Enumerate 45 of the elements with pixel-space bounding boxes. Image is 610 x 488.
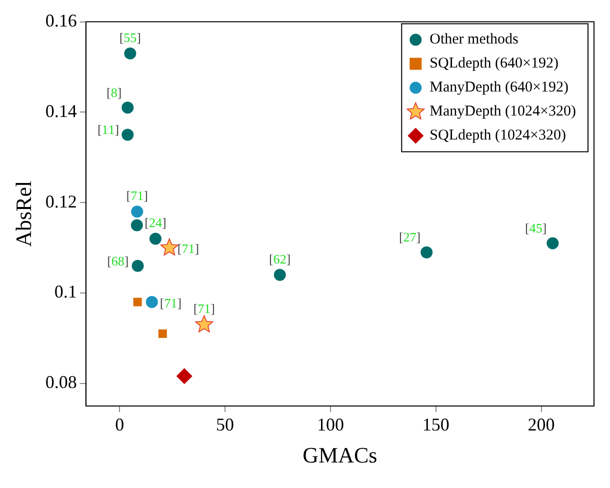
annotation: [8] <box>106 85 122 100</box>
annotation: [71] <box>177 241 200 256</box>
annotation: [55] <box>119 30 142 45</box>
point <box>160 238 178 256</box>
point <box>122 128 134 141</box>
x-axis-title: GMACs <box>302 442 378 468</box>
x-tick-label: 0 <box>115 414 124 435</box>
point <box>546 237 559 250</box>
point <box>274 268 286 281</box>
legend-label: SQLdepth (1024×320) <box>430 128 566 144</box>
point <box>122 102 134 114</box>
x-tick-label: 50 <box>216 414 234 435</box>
annotation: [27] <box>398 230 421 245</box>
y-tick-label: 0.16 <box>45 10 77 31</box>
x-tick-label: 150 <box>422 414 450 435</box>
y-tick-label: 0.08 <box>45 372 77 392</box>
point <box>158 329 167 338</box>
x-tick-label: 200 <box>528 414 555 435</box>
legend-label: Other methods <box>430 32 519 48</box>
point <box>195 315 214 332</box>
annotation: [68] <box>107 253 129 268</box>
point <box>132 260 144 272</box>
point <box>176 368 192 384</box>
point <box>149 232 162 245</box>
point <box>131 206 144 218</box>
y-tick-label: 0.1 <box>54 282 77 302</box>
annotation: [11] <box>97 122 120 138</box>
annotation: [62] <box>269 251 291 266</box>
annotation: [71] <box>160 295 182 310</box>
y-axis-title: AbsRel <box>10 180 36 247</box>
x-tick-label: 100 <box>316 414 344 435</box>
annotation: [45] <box>525 220 547 236</box>
legend-label: SQLdepth (640×192) <box>430 56 559 72</box>
point <box>124 47 136 60</box>
point <box>146 296 158 308</box>
point <box>133 298 142 306</box>
annotation: [71] <box>193 301 216 316</box>
legend-label: ManyDepth (640×192) <box>430 80 569 96</box>
annotation: [71] <box>126 188 148 204</box>
y-tick-label: 0.14 <box>45 100 77 121</box>
annotation: [24] <box>144 215 166 230</box>
point <box>420 246 433 258</box>
point <box>130 219 143 232</box>
y-tick-label: 0.12 <box>45 191 77 212</box>
legend-label: ManyDepth (1024×320) <box>430 104 576 120</box>
